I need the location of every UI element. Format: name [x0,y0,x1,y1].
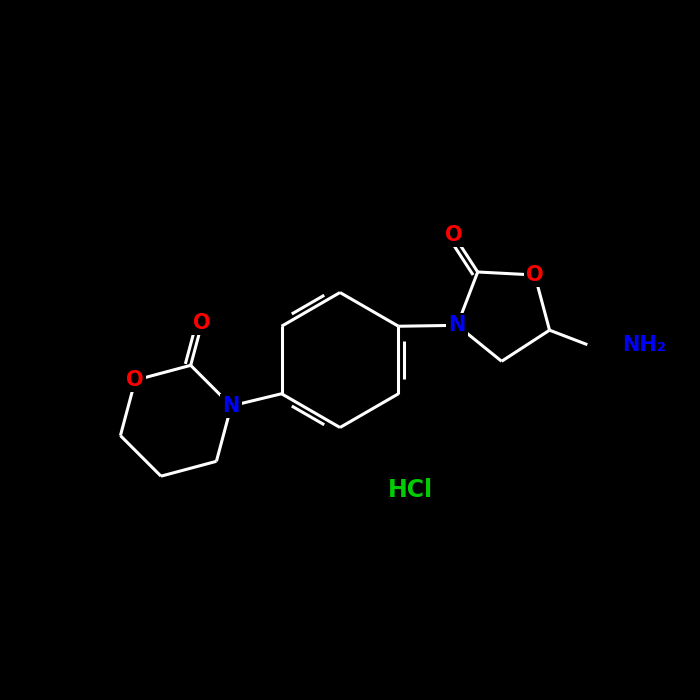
Text: NH₂: NH₂ [622,335,666,355]
Text: O: O [127,370,144,390]
Text: O: O [526,265,544,285]
Text: N: N [449,315,466,335]
Text: O: O [445,225,463,245]
Text: HCl: HCl [387,478,433,502]
Text: N: N [223,396,240,416]
Text: O: O [193,313,211,333]
